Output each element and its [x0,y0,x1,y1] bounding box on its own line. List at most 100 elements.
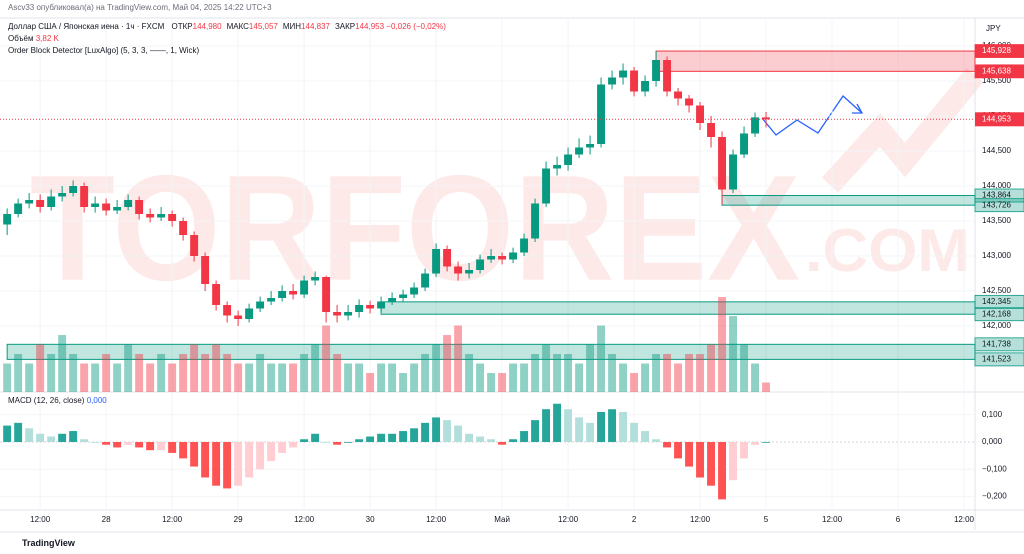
candle-body [190,234,199,256]
volume-bar [47,354,56,392]
ohlc-label: МАКС [226,22,249,31]
candle-body [36,199,45,207]
candle-body [300,280,309,295]
volume-bar [234,363,243,392]
candle-body [333,311,342,316]
y-tick-label: 145,500 [982,76,1011,85]
macd-bar [465,433,474,442]
macd-bar [69,431,78,442]
macd-bar [740,441,748,459]
x-tick-label: 12:00 [162,515,183,524]
order-block [721,195,976,206]
macd-bar [443,420,452,442]
candle-body [531,203,540,239]
macd-bar [729,441,737,481]
volume-bar [91,363,100,392]
volume-bar [663,354,672,392]
watermark: TORFOREX [30,144,800,312]
macd-bar [410,428,419,442]
volume-bar [14,354,23,392]
macd-bar [157,441,166,451]
volume-bar [586,344,595,392]
candle-body [322,276,331,312]
symbol: Доллар США / Японская иена · 1ч · FXCM [8,22,165,31]
candle-body [586,143,595,148]
x-tick-label: 12:00 [822,515,843,524]
macd-bar [498,441,507,445]
ohlc-label: ОТКР [171,22,193,31]
candle-body [3,213,12,225]
candle-body [366,304,375,309]
volume-bar [388,363,397,392]
candle-body [355,304,364,312]
candle-body [498,255,507,260]
zone-price-label: 141,738 [982,339,1011,348]
macd-bar [685,441,694,467]
candle-body [146,213,155,218]
indicator-legend: Order Block Detector [LuxAlgo] (5, 3, 3,… [8,46,200,55]
order-block [380,301,976,315]
candle-body [212,283,221,305]
volume-bar [58,335,67,392]
zone-price-box [974,352,1024,367]
macd-bar [388,433,397,442]
volume-bar [223,354,232,392]
volume-bar [278,363,287,392]
y-tick-label: 143,000 [982,251,1011,260]
x-tick-label: Май [494,515,510,524]
macd-bar [146,441,155,451]
volume-bar [432,344,441,392]
macd-bar [3,425,12,442]
macd-bar [113,441,122,448]
candle-body [69,185,78,193]
volume-bar [443,335,452,392]
volume-bar [80,363,89,392]
macd-bar [564,409,573,442]
zone-price-label: 145,638 [982,66,1011,75]
volume-bar [69,354,78,392]
x-tick-label: 2 [632,515,637,524]
volume-bar [300,354,309,392]
zone-price-label: 142,168 [982,309,1011,318]
volume-bar [630,373,639,392]
macd-tick-label: 0,100 [982,410,1003,419]
volume-bar [190,344,199,392]
macd-bar [190,441,199,467]
candle-body [421,273,430,288]
zone-price-label: 143,726 [982,200,1011,209]
macd-bar [751,441,759,445]
macd-bar [322,441,331,443]
ohlc-value: 145,057 [248,22,278,31]
candle-body [718,136,726,190]
macd-bar [762,441,770,443]
macd-bar [102,441,111,445]
volume-bar [344,363,353,392]
candle-body [201,255,210,284]
macd-bar [531,420,540,442]
zone-price-box [974,64,1024,79]
macd-bar [80,439,89,442]
candle-body [25,199,34,204]
macd-bar [619,411,628,442]
volume-bar [685,354,694,392]
x-tick-label: 12:00 [690,515,711,524]
macd-bar [234,441,243,486]
candle-body [553,164,562,169]
order-block [655,50,976,72]
macd-bar [289,441,298,448]
candle-body [58,192,67,197]
candle-body [245,308,254,319]
ohlc-label: МИН [282,22,302,31]
candle-body [124,199,133,207]
volume-bar [410,363,419,392]
volume-bar [102,354,111,392]
candle-body [168,213,177,221]
candle-body [762,117,770,120]
volume-bar [608,354,617,392]
volume-bar [641,363,650,392]
candle-body [663,59,672,92]
x-tick-label: 12:00 [954,515,975,524]
volume-bar [520,363,529,392]
macd-bar [520,431,529,442]
y-tick-label: 142,000 [982,321,1011,330]
